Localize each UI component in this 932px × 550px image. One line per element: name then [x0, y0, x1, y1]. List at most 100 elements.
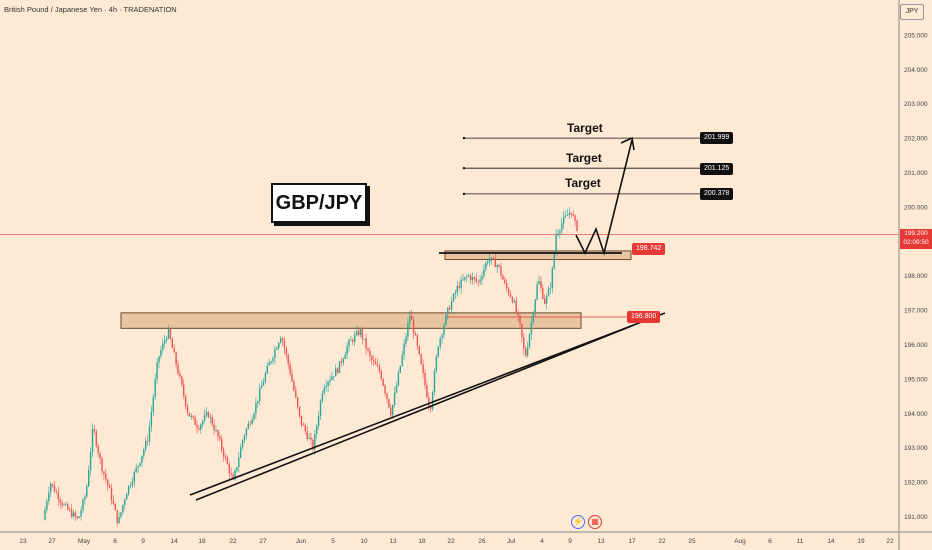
- candle: [490, 257, 493, 265]
- candle: [298, 406, 301, 419]
- candle: [542, 284, 544, 300]
- candle: [386, 392, 388, 404]
- candle: [365, 333, 367, 355]
- candle: [143, 447, 145, 460]
- candle: [50, 482, 52, 498]
- candle: [190, 413, 192, 420]
- candle: [483, 264, 485, 279]
- candle: [433, 367, 436, 396]
- time-tick: Jul: [507, 538, 516, 545]
- candle: [348, 338, 350, 352]
- time-tick: 14: [170, 538, 178, 545]
- candle: [549, 282, 552, 295]
- candle: [545, 293, 548, 310]
- candle: [287, 353, 289, 370]
- candle: [146, 435, 149, 446]
- candle: [424, 369, 426, 390]
- time-tick: 26: [478, 538, 486, 545]
- candle: [183, 379, 185, 400]
- price-tick: 197.000: [904, 308, 928, 315]
- candle: [181, 375, 183, 387]
- candle: [126, 492, 128, 500]
- time-tick: 27: [259, 538, 267, 545]
- candle: [507, 286, 510, 297]
- candle: [502, 273, 504, 280]
- candle: [530, 316, 533, 341]
- candle: [245, 427, 248, 440]
- candle: [196, 420, 198, 434]
- time-tick: 18: [198, 538, 206, 545]
- candle: [302, 422, 305, 426]
- candle: [213, 419, 215, 435]
- candle: [67, 502, 69, 511]
- candle: [89, 447, 92, 476]
- target-value-3: 200.378: [700, 188, 734, 200]
- candle: [473, 276, 476, 284]
- candle: [452, 292, 455, 303]
- time-tick: Jun: [296, 538, 307, 545]
- time-tick: 13: [389, 538, 397, 545]
- candle: [76, 515, 78, 520]
- candle: [139, 462, 141, 468]
- candle: [293, 378, 295, 392]
- candle: [251, 415, 253, 425]
- symbol-header[interactable]: British Pound / Japanese Yen · 4h · TRAD…: [4, 5, 177, 14]
- candle: [274, 346, 276, 364]
- candle: [238, 451, 240, 473]
- candle: [127, 485, 130, 497]
- currency-label[interactable]: JPY: [900, 4, 924, 20]
- projection-path: [575, 139, 633, 256]
- resistance-zone: [444, 250, 632, 261]
- candle: [69, 507, 71, 512]
- candle: [91, 423, 94, 458]
- candle: [350, 335, 352, 341]
- candle: [103, 470, 105, 481]
- candle: [363, 338, 365, 341]
- price-tick: 200.000: [904, 204, 928, 211]
- candle: [297, 396, 299, 410]
- candle: [156, 358, 158, 385]
- time-tick: 22: [447, 538, 455, 545]
- candle: [200, 423, 202, 435]
- candle: [158, 355, 160, 369]
- lightning-icon[interactable]: ⚡: [571, 515, 585, 529]
- calendar-event-icon[interactable]: ▦: [588, 515, 602, 529]
- candle: [468, 273, 470, 278]
- candle: [536, 281, 538, 301]
- candle: [165, 335, 168, 344]
- candle: [317, 411, 320, 430]
- candle: [221, 435, 223, 453]
- candle: [515, 296, 517, 314]
- candle: [48, 486, 50, 505]
- candle: [240, 443, 242, 459]
- candle: [496, 263, 498, 274]
- candle: [481, 271, 483, 286]
- candle: [568, 207, 571, 219]
- candle: [135, 463, 137, 474]
- candle: [289, 360, 291, 377]
- candle: [236, 466, 238, 473]
- candle: [335, 364, 337, 377]
- candle: [325, 379, 327, 392]
- candle: [145, 437, 147, 453]
- candle: [553, 251, 555, 270]
- candle: [171, 336, 173, 349]
- time-tick: 4: [540, 538, 544, 545]
- support-value: 196.800: [627, 311, 661, 323]
- time-tick: 5: [331, 538, 335, 545]
- candle: [557, 228, 559, 238]
- support-zone: [120, 312, 582, 329]
- candle: [97, 443, 99, 458]
- candle: [399, 365, 401, 374]
- candle: [215, 425, 217, 433]
- candle: [205, 407, 208, 418]
- candle: [281, 336, 284, 346]
- candle: [336, 367, 339, 375]
- candle: [466, 274, 468, 283]
- candle: [84, 493, 86, 505]
- time-tick: 22: [229, 538, 237, 545]
- candle: [403, 339, 405, 361]
- candle: [112, 495, 115, 506]
